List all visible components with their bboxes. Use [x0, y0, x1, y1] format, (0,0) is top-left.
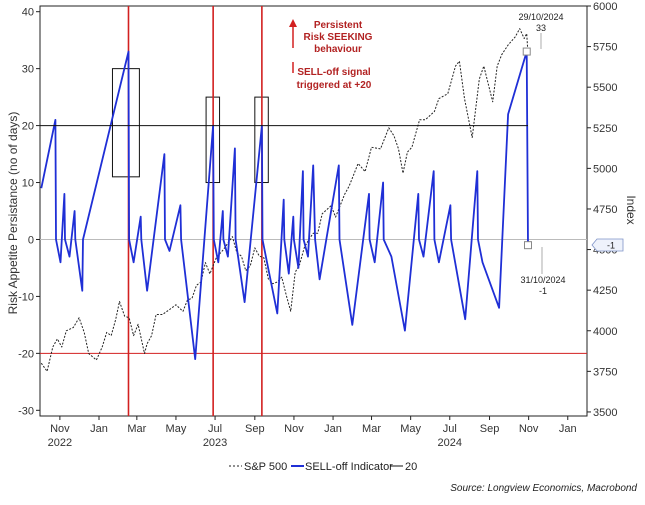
- x-year-label: 2022: [48, 437, 72, 449]
- annotation-top-value: 33: [536, 23, 546, 33]
- annotation-line-1: Persistent: [314, 20, 363, 31]
- y-right-tick-label: 4750: [593, 204, 617, 216]
- marker-peak: [522, 47, 531, 56]
- annotation-risk-seeking: Persistent Risk SEEKING behaviour SELL-o…: [289, 19, 373, 91]
- annotation-arrow-head: [289, 19, 297, 27]
- y-right-tick-label: 5000: [593, 163, 617, 175]
- series-line-sell-off-indicator: [40, 50, 529, 361]
- y-axis-right: 3500375040004250450047505000525055005750…: [587, 1, 617, 419]
- y-right-tick-label: 3750: [593, 366, 617, 378]
- series-line-s-p-500: [40, 28, 529, 372]
- x-tick-label: Jul: [443, 423, 457, 435]
- x-tick-label: Nov: [284, 423, 304, 435]
- legend: S&P 500 SELL-off Indicator 20: [229, 461, 417, 473]
- marker-last: [524, 241, 533, 250]
- y-right-tick-label: 3500: [593, 407, 617, 419]
- x-tick-label: Jan: [90, 423, 108, 435]
- y-left-tick-label: 0: [28, 234, 34, 246]
- x-tick-label: Jan: [324, 423, 342, 435]
- x-tick-label: Jul: [208, 423, 222, 435]
- source-note: Source: Longview Economics, Macrobond: [450, 483, 637, 494]
- signal-box-0: [111, 68, 140, 178]
- x-tick-label: Sep: [480, 423, 500, 435]
- x-tick-label: Mar: [362, 423, 381, 435]
- y-left-tick-label: 40: [22, 7, 34, 19]
- legend-sp500-label: S&P 500: [244, 461, 287, 473]
- y-right-tick-label: 4250: [593, 285, 617, 297]
- x-tick-label: Mar: [127, 423, 146, 435]
- x-tick-label: Jan: [559, 423, 577, 435]
- value-tag-shape: [591, 238, 624, 252]
- y-axis-left: -30 -20 -10 0 10 20 30 40: [18, 7, 40, 417]
- annotation-bottom-value: -1: [539, 286, 547, 296]
- x-tick-label: Nov: [50, 423, 70, 435]
- y-left-tick-label: -20: [18, 348, 34, 360]
- annotation-line-2: Risk SEEKING: [304, 32, 373, 43]
- y-left-tick-label: 30: [22, 64, 34, 76]
- x-tick-label: May: [166, 423, 187, 435]
- y-right-tick-label: 5750: [593, 42, 617, 54]
- point-markers: [522, 47, 533, 250]
- y-right-tick-label: 4000: [593, 326, 617, 338]
- legend-20-label: 20: [405, 461, 417, 473]
- annotation-top-date: 29/10/2024: [518, 12, 563, 22]
- y-left-tick-label: 20: [22, 121, 34, 133]
- y-right-tick-label: 6000: [593, 1, 617, 13]
- y-left-tick-label: -10: [18, 291, 34, 303]
- annotation-line-5: triggered at +20: [297, 80, 372, 91]
- y-right-tick-label: 5250: [593, 123, 617, 135]
- y-left-tick-label: -30: [18, 405, 34, 417]
- y-right-tick-label: 5500: [593, 82, 617, 94]
- y-left-tick-label: 10: [22, 178, 34, 190]
- plot-frame: [39, 5, 588, 417]
- x-year-label: 2023: [203, 437, 227, 449]
- reference-lines: [40, 238, 587, 354]
- y-axis-right-title: Index: [624, 195, 638, 224]
- value-tag-label: -1: [607, 241, 615, 251]
- annotation-line-4: SELL-off signal: [297, 67, 371, 78]
- x-axis: Nov 2022 Jan Mar May Jul 2023 Sep Nov Jan Mar May Ju…: [48, 416, 577, 449]
- legend-sell-label: SELL-off Indicator: [305, 461, 393, 473]
- annotation-line-3: behaviour: [314, 44, 362, 55]
- series-group: [40, 28, 529, 372]
- right-axis-value-tag: -1: [591, 238, 624, 252]
- x-tick-label: May: [400, 423, 421, 435]
- x-tick-label: Nov: [519, 423, 539, 435]
- x-year-label: 2024: [438, 437, 462, 449]
- x-tick-label: Sep: [245, 423, 265, 435]
- y-axis-left-title: Risk Appetite Persistance (no of days): [6, 112, 20, 315]
- annotation-bottom-date: 31/10/2024: [520, 275, 565, 285]
